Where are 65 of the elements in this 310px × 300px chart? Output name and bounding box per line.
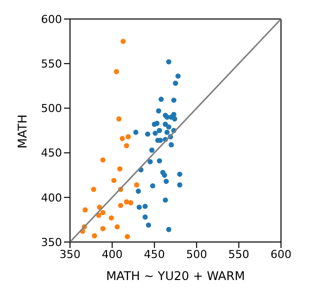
point [124,199,130,204]
y-tick-label: 350 [41,236,62,249]
point [158,96,164,102]
point [114,69,120,74]
point [146,222,152,228]
point [111,178,116,184]
point [168,142,174,148]
point [175,73,181,79]
point [172,80,178,86]
point [126,134,131,140]
point [142,214,148,220]
point [166,226,172,232]
point [100,157,106,163]
point [133,130,138,135]
point [116,116,122,122]
point [134,182,140,188]
point [145,131,150,137]
point [114,224,120,230]
point [166,124,172,130]
point [142,204,148,209]
point [117,166,122,172]
point [156,128,162,134]
point [164,178,169,184]
point [166,59,172,64]
y-tick-label: 600 [41,12,62,26]
point [150,183,156,188]
y-tick-label: 550 [41,58,62,71]
point [177,182,182,188]
x-axis-title: MATH ~ YU20 + WARM [106,269,245,283]
point [118,202,124,208]
point [148,159,153,164]
point [120,136,125,142]
x-tick-label: 350 [60,248,80,261]
point [108,215,114,221]
x-tick-label: 400 [102,248,123,261]
point [136,188,141,194]
point [124,234,130,240]
point [152,130,158,136]
point [82,207,88,212]
point [124,143,130,148]
point [162,172,168,178]
point [177,172,182,177]
point [120,38,126,44]
point [156,158,162,164]
point [164,130,170,135]
y-tick-label: 450 [41,146,62,160]
point [91,186,96,192]
y-tick-label: 400 [41,191,62,204]
y-axis-title: MATH [15,114,30,148]
point [100,210,106,216]
x-tick-label: 600 [270,248,292,261]
point [172,116,178,122]
point [136,204,142,210]
y-tick-label: 500 [41,102,62,116]
point [162,197,168,203]
point [149,148,154,153]
point [154,120,160,126]
point [100,226,106,232]
x-tick-label: 500 [186,248,208,261]
x-tick-label: 550 [228,248,250,261]
point [171,98,176,103]
point [156,108,162,114]
x-tick-label: 450 [144,248,165,261]
point [92,233,98,238]
point [128,200,134,206]
